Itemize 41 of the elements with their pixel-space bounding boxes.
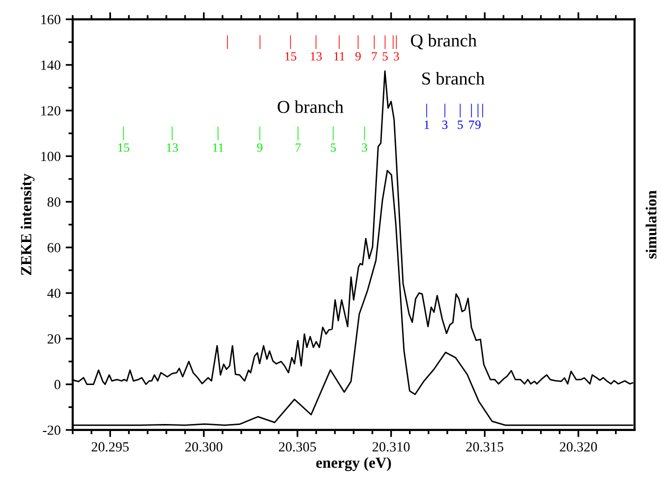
x-tick-label: 20.315 [466, 442, 504, 452]
y-tick-label: 80 [48, 197, 60, 207]
annotation: 7 [296, 143, 301, 152]
x-axis-title: energy (eV) [316, 457, 391, 472]
annotation: 13 [310, 52, 322, 61]
annotation: 15 [285, 52, 296, 61]
annotation: 1 [424, 120, 430, 129]
y-tick-label: -20 [42, 426, 60, 435]
y-axis-title: ZEKE intensity [20, 174, 35, 276]
annotation: 3 [394, 52, 399, 61]
annotation: 7 [469, 120, 474, 129]
y-tick-label: 60 [48, 243, 60, 252]
y-tick-label: 120 [41, 106, 60, 116]
annotation: 9 [355, 52, 361, 61]
y-tick-label: 20 [48, 334, 60, 344]
annotation: 5 [330, 143, 336, 152]
annotation: 7 [372, 52, 377, 60]
x-tick-label: 20.305 [278, 442, 316, 452]
y-tick-label: 0 [54, 380, 60, 390]
y-tick-label: 160 [41, 14, 60, 24]
annotation: 5 [382, 52, 388, 61]
annotation: S branch [422, 72, 485, 85]
y-tick-label: 140 [41, 60, 60, 70]
annotation: 15 [118, 143, 130, 152]
annotation: 9 [475, 120, 481, 129]
x-tick-label: 20.295 [92, 442, 129, 452]
y-tick-label: 40 [47, 288, 60, 298]
annotation: 13 [167, 143, 178, 152]
annotation: O branch [278, 100, 344, 114]
annotation: 11 [213, 143, 224, 152]
annotation: 3 [362, 143, 368, 152]
annotation: 5 [458, 120, 463, 129]
annotation: 9 [257, 143, 262, 152]
x-tick-label: 20.300 [185, 442, 222, 452]
x-tick-label: 20.310 [372, 442, 410, 452]
annotation: 11 [334, 52, 344, 60]
y2-axis-title: simulation [646, 190, 656, 259]
y-tick-label: 100 [41, 152, 60, 162]
x-tick-label: 20.320 [560, 442, 597, 452]
annotation: 3 [442, 120, 448, 129]
annotation: Q branch [410, 34, 477, 50]
